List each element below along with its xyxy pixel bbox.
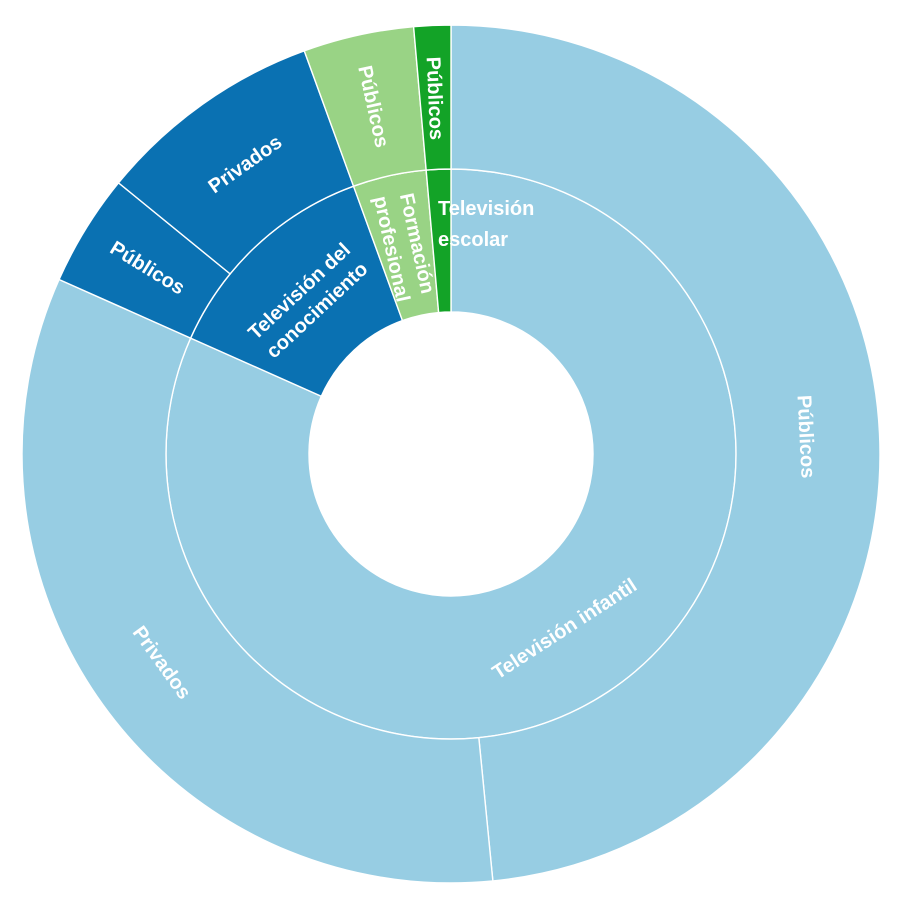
segment-television-infantil-publicos[interactable]: [450, 24, 881, 882]
label-television-escolar-publicos: Públicos: [422, 56, 448, 140]
label-television-infantil-publicos: Públicos: [793, 394, 819, 478]
segment-television-escolar-publicos[interactable]: [412, 24, 452, 171]
label-television-escolar: Televisión escolar: [438, 198, 534, 251]
segment-television-infantil-privados[interactable]: [21, 278, 494, 884]
